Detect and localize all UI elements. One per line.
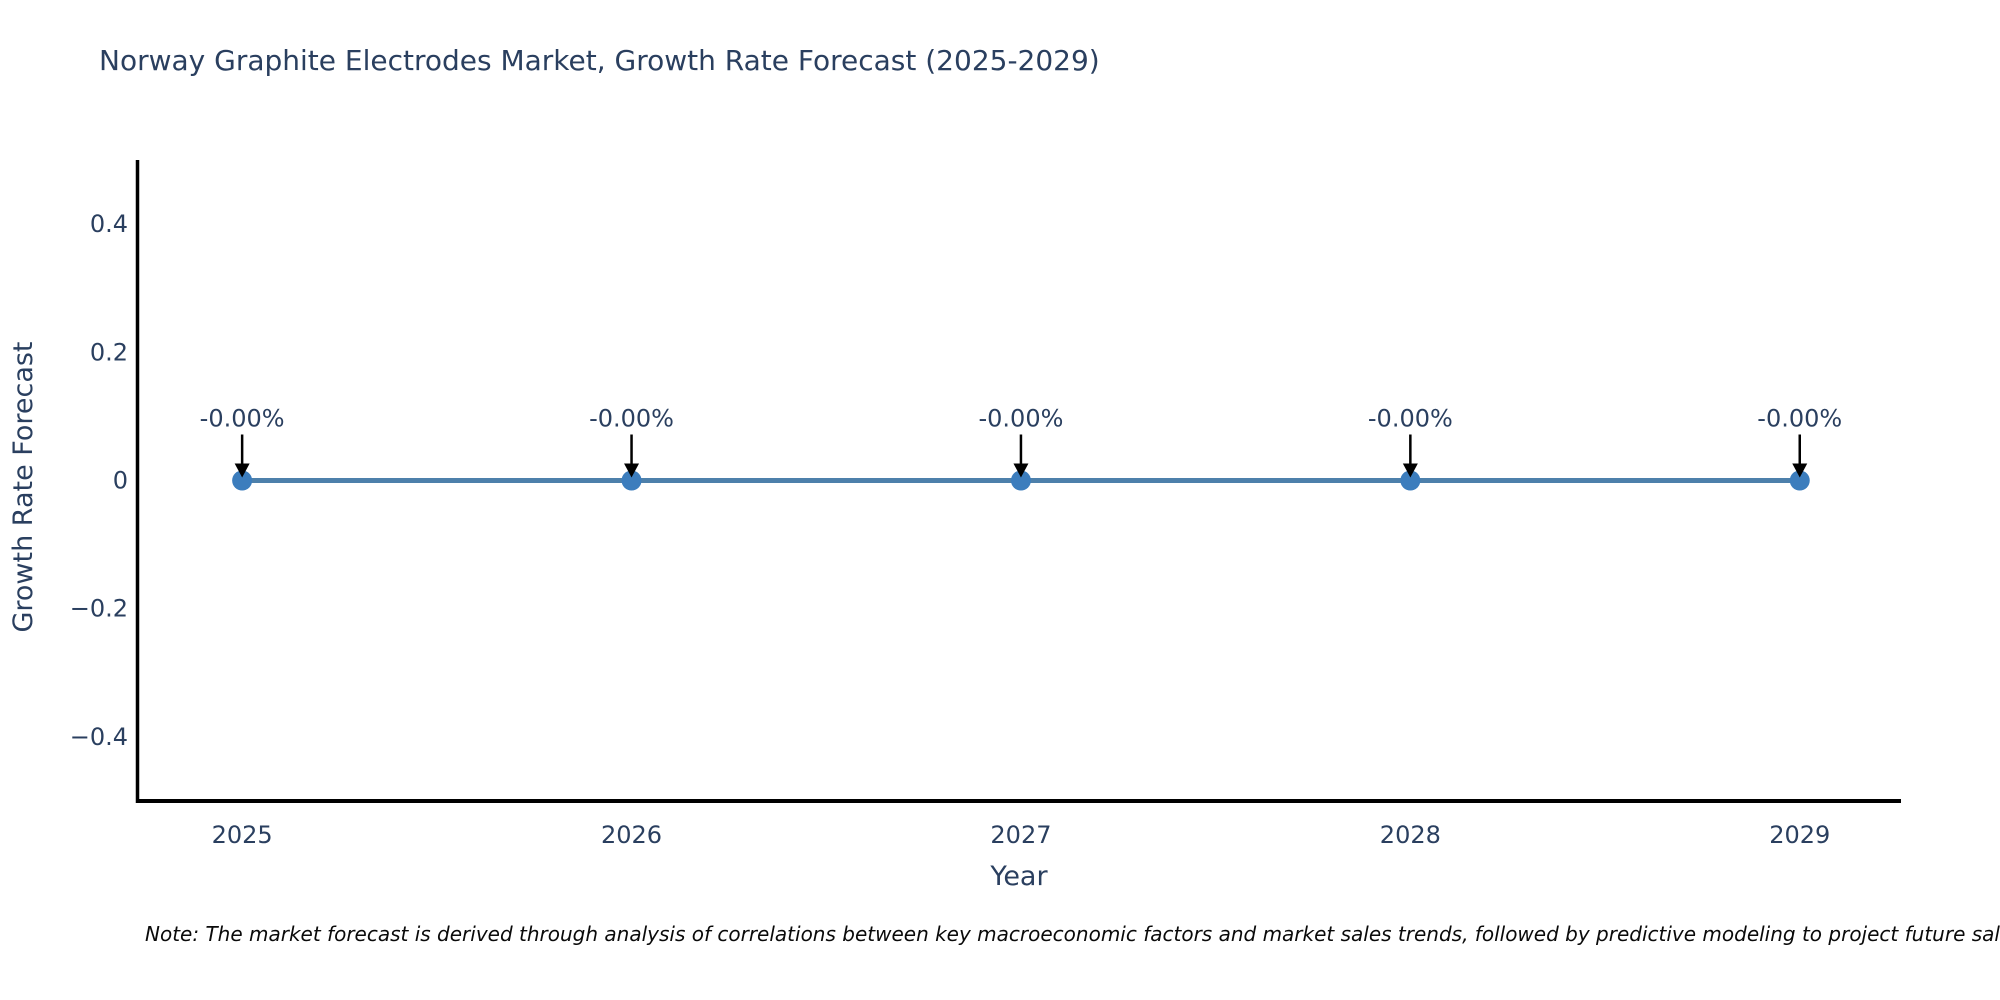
data-point-label: -0.00% (589, 405, 674, 433)
x-tick-label: 2028 (1380, 821, 1441, 849)
annotation-arrowhead (624, 463, 640, 478)
data-point-marker[interactable] (1010, 470, 1031, 491)
y-tick-label: 0.2 (90, 338, 128, 366)
data-point-marker[interactable] (1789, 470, 1810, 491)
x-axis-title: Year (990, 861, 1048, 892)
y-tick-label: −0.2 (70, 595, 128, 623)
y-tick-label: 0.4 (90, 210, 128, 238)
annotation-arrowhead (1013, 463, 1029, 478)
data-point-marker[interactable] (1400, 470, 1421, 491)
data-point-label: -0.00% (1757, 405, 1842, 433)
y-tick-label: 0 (113, 467, 128, 495)
y-axis-title: Growth Rate Forecast (8, 341, 39, 633)
y-tick-label: −0.4 (70, 723, 128, 751)
chart-title: Norway Graphite Electrodes Market, Growt… (99, 44, 1100, 77)
data-point-marker[interactable] (621, 470, 642, 491)
x-tick-label: 2025 (212, 821, 273, 849)
x-tick-label: 2026 (601, 821, 662, 849)
annotation-arrowhead (1792, 463, 1808, 478)
data-point-label: -0.00% (1368, 405, 1453, 433)
data-point-label: -0.00% (978, 405, 1063, 433)
annotation-arrowhead (234, 463, 250, 478)
annotation-arrowhead (1402, 463, 1418, 478)
x-tick-label: 2029 (1769, 821, 1830, 849)
data-point-marker[interactable] (232, 470, 253, 491)
data-point-label: -0.00% (200, 405, 285, 433)
x-tick-label: 2027 (990, 821, 1051, 849)
footnote: Note: The market forecast is derived thr… (145, 922, 2000, 946)
